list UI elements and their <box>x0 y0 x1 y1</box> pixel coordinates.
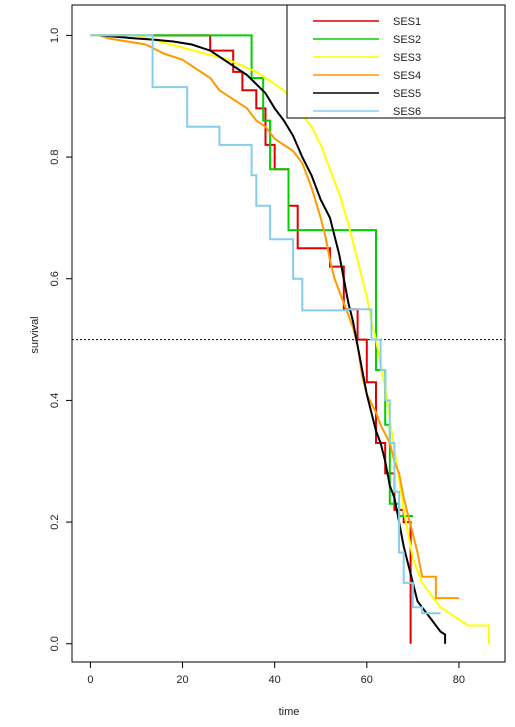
plot-area <box>72 34 505 644</box>
legend-label: SES4 <box>393 70 421 82</box>
x-axis-label: time <box>279 706 300 718</box>
y-tick-label: 0.4 <box>49 393 61 408</box>
series-line-ses6 <box>90 34 441 615</box>
legend-label: SES3 <box>393 52 421 64</box>
legend-label: SES6 <box>393 106 421 118</box>
y-axis-label: survival <box>29 316 41 353</box>
y-tick-label: 0.0 <box>49 636 61 651</box>
y-tick-label: 1.0 <box>49 28 61 43</box>
y-tick-label: 0.6 <box>49 271 61 286</box>
legend-label: SES5 <box>393 88 421 100</box>
x-tick-label: 0 <box>87 674 93 686</box>
series-line-ses1 <box>90 34 412 644</box>
series-line-ses4 <box>99 34 459 600</box>
x-tick-label: 20 <box>176 674 188 686</box>
legend-box <box>286 4 506 119</box>
legend-label: SES1 <box>393 16 421 28</box>
y-tick-label: 0.2 <box>49 514 61 529</box>
series-line-ses3 <box>90 34 490 644</box>
x-tick-label: 60 <box>361 674 373 686</box>
legend: SES1 SES2 SES3 SES4 SES5 SES6 <box>286 4 506 119</box>
legend-label: SES2 <box>393 34 421 46</box>
series-line-ses5 <box>99 34 447 644</box>
x-tick-label: 80 <box>453 674 465 686</box>
x-tick-label: 40 <box>269 674 281 686</box>
y-tick-label: 0.8 <box>49 149 61 164</box>
